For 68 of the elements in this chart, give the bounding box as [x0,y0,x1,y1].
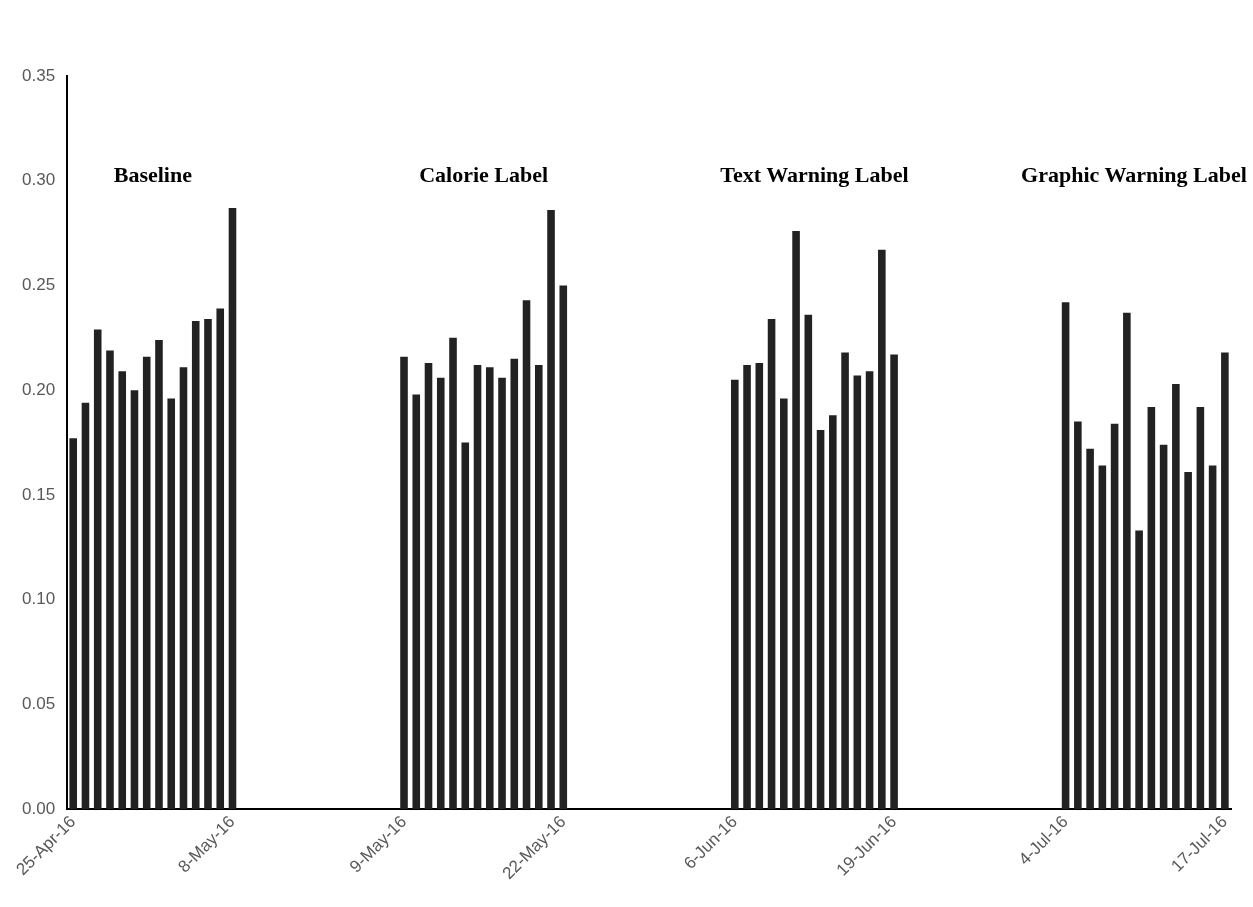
bar [81,402,90,810]
y-tick-label: 0.35 [21,65,56,85]
bar [400,356,408,810]
bar [155,339,163,810]
bar [216,308,225,810]
bar [1086,448,1094,810]
bar [1221,352,1229,810]
y-tick-label: 0.30 [21,170,56,190]
annotation: Graphic Warning Label [1021,162,1247,187]
bar [510,358,519,810]
bar [424,362,433,810]
bar [130,390,139,810]
y-tick-label: 0.25 [21,275,56,295]
bar [106,350,114,810]
bar [1135,530,1143,810]
bar [1123,312,1131,810]
y-tick-label: 0.00 [21,798,56,818]
bar [498,377,506,810]
bar [792,231,800,810]
bar [522,300,531,810]
y-tick-label: 0.20 [21,379,56,399]
bar [461,442,470,810]
bar [816,429,825,810]
bar [841,352,849,810]
bar [1184,471,1192,810]
bar [1196,406,1205,810]
bar [853,375,862,810]
bar [878,249,886,810]
bar [829,415,837,810]
annotation: Calorie Label [419,162,549,187]
bar [1208,465,1217,810]
y-tick-label: 0.10 [21,589,56,609]
bar [1061,302,1070,810]
bar [179,367,188,810]
bar [865,371,874,810]
bar [167,398,176,810]
bar [93,329,102,810]
bar [449,337,457,810]
bar [1098,465,1107,810]
y-tick-label: 0.05 [21,694,56,714]
bar [755,362,764,810]
annotation: Text Warning Label [720,162,909,187]
bar [890,354,898,810]
bar [731,379,739,810]
bar [1147,406,1156,810]
bar [1110,423,1119,810]
bar [547,210,555,810]
bar [1074,421,1082,810]
bar [204,318,212,810]
y-tick-label: 0.15 [21,484,56,504]
bar [485,367,494,810]
bar [436,377,445,810]
bar [804,314,813,810]
bar [412,394,421,810]
bar [191,321,200,810]
bar [1159,444,1168,810]
bar [780,398,788,810]
annotation: Baseline [113,162,193,187]
bar [767,318,776,810]
bar [534,365,543,810]
bar [228,207,237,810]
bar [473,365,482,810]
bar [1172,383,1180,810]
bar [559,285,568,810]
bar [743,365,751,810]
bar [142,356,151,810]
bar [69,438,78,810]
bar [118,371,127,810]
